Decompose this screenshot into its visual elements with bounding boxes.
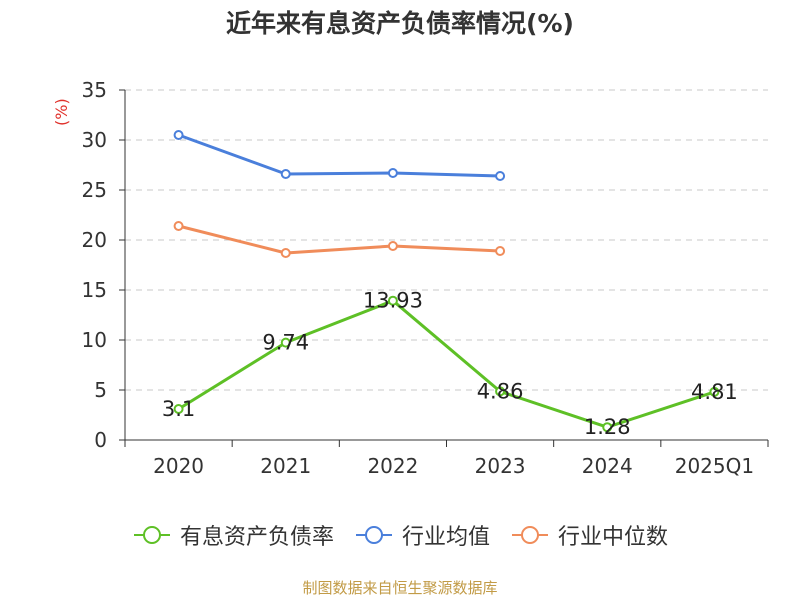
series-point — [173, 404, 184, 414]
y-tick-label: 25 — [82, 178, 107, 202]
y-tick-label: 35 — [82, 78, 107, 102]
data-label: 9.74 — [262, 331, 309, 355]
legend-marker-industry-mean-icon — [355, 526, 392, 544]
series-point — [495, 246, 506, 256]
x-tick-label: 2023 — [475, 454, 526, 478]
series-point — [280, 337, 291, 348]
series-point — [495, 171, 506, 181]
x-tick-label: 2021 — [260, 454, 311, 478]
series-point — [280, 169, 291, 179]
data-label: 3.1 — [162, 397, 195, 421]
data-label: 4.86 — [477, 379, 524, 403]
legend-item-industry-mean[interactable]: 行业均值 — [354, 519, 490, 551]
y-tick-label: 5 — [94, 378, 107, 402]
data-label: 4.81 — [691, 380, 738, 404]
series-line — [178, 133, 501, 178]
source-footer: 制图数据来自恒生聚源数据库 — [302, 579, 498, 597]
legend-label-industry-median: 行业中位数 — [558, 525, 669, 550]
y-tick-label: 10 — [82, 328, 107, 352]
x-tick-label: 2025Q1 — [675, 454, 754, 478]
legend-marker-rate-icon — [133, 526, 170, 544]
data-label: 1.28 — [584, 415, 631, 439]
y-tick-label: 15 — [82, 278, 107, 302]
legend-item-rate[interactable]: 有息资产负债率 — [132, 519, 334, 551]
data-label: 13.93 — [363, 289, 423, 313]
legend: 有息资产负债率 行业均值 行业中位数 — [0, 519, 800, 551]
series-line — [177, 299, 715, 429]
series-point — [709, 386, 720, 397]
legend-label-industry-mean: 行业均值 — [401, 525, 490, 550]
series-point — [602, 422, 613, 433]
y-tick-label: 30 — [82, 128, 107, 152]
series-point — [280, 248, 291, 258]
x-tick-label: 2024 — [582, 454, 633, 478]
series-line — [178, 224, 501, 255]
series-point — [173, 130, 184, 140]
series-point — [495, 386, 506, 397]
series-point — [387, 295, 398, 306]
x-tick-label: 2020 — [153, 454, 204, 478]
legend-label-rate: 有息资产负债率 — [179, 525, 334, 550]
series-point — [173, 221, 184, 231]
y-tick-label: 20 — [82, 228, 107, 252]
chart-title: 近年来有息资产负债率情况(%) — [226, 9, 574, 38]
legend-marker-industry-median-icon — [512, 526, 548, 544]
legend-item-industry-median[interactable]: 行业中位数 — [510, 519, 668, 551]
series-point — [387, 241, 398, 251]
x-tick-label: 2022 — [367, 454, 418, 478]
y-tick-label: 0 — [94, 428, 107, 452]
series-point — [387, 168, 398, 178]
